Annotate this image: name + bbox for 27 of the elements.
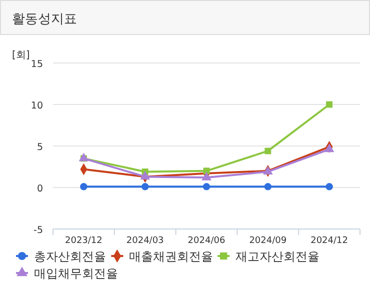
point [78, 152, 89, 162]
point [202, 172, 212, 180]
y-tick-label: -5 [34, 225, 43, 236]
point [141, 183, 149, 190]
legend-label: 재고자산회전율 [236, 250, 320, 264]
legend-label: 매출채권회전율 [129, 250, 214, 264]
point [202, 183, 210, 190]
point [326, 183, 333, 190]
legend-label: 매입채무회전율 [34, 266, 118, 280]
y-tick-label: 0 [36, 184, 43, 194]
y-tick-label: 15 [30, 59, 43, 70]
x-tick-label: 2024/03 [126, 236, 164, 246]
legend-label: 총자산회전율 [34, 250, 106, 264]
x-tick-label: 2024/12 [310, 236, 348, 246]
point [140, 171, 150, 180]
y-axis-title: [회] [12, 50, 30, 61]
x-tick-label: 2024/09 [249, 236, 287, 246]
point [324, 144, 334, 152]
y-tick-label: 10 [30, 100, 43, 112]
point [80, 183, 88, 190]
x-tick-label: 2023/12 [65, 236, 102, 246]
x-tick-label: 2024/06 [188, 236, 226, 246]
point [264, 148, 272, 154]
y-tick-label: 5 [36, 142, 43, 153]
point [264, 183, 272, 190]
point [326, 101, 333, 108]
chart-title: 활동성지표 [12, 12, 77, 27]
